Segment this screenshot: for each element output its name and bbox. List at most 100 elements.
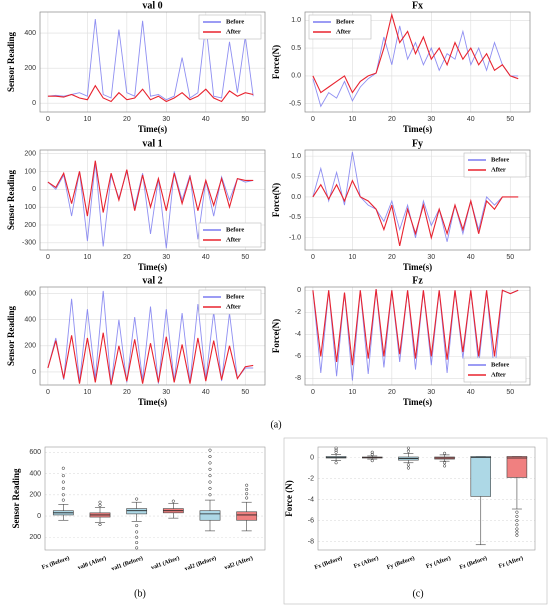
legend-label: After [226,28,241,35]
y-tick-label: -6 [295,353,301,360]
x-tick-label: 30 [162,389,170,396]
legend-label: Before [336,18,354,25]
x-tick-label: Fy (After) [425,555,452,570]
x-axis-label: Time(s) [403,124,432,134]
x-tick-label: 20 [388,254,396,261]
y-tick-label: 0 [37,513,41,520]
box [470,456,491,497]
x-tick-label: 10 [348,389,356,396]
outlier [245,487,249,492]
y-tick-label: 200 [24,150,36,157]
outlier [208,480,212,484]
outlier [61,474,65,478]
x-tick-label: 0 [311,254,315,261]
legend-box [308,14,372,40]
y-tick-label: 200 [24,343,36,350]
x-tick-label: 20 [123,389,131,396]
y-tick-label: 200 [29,492,41,499]
y-tick-label: 0.5 [291,45,301,52]
outlier [171,499,175,503]
y-tick-label: 0 [32,100,36,107]
outlier [515,510,519,514]
data-line [47,290,254,386]
legend-box [198,222,262,248]
data-line [47,162,254,249]
outlier [370,459,374,463]
outlier [135,530,139,534]
y-axis-label: Force(N) [271,183,281,217]
box [506,456,528,478]
chart-title: Fy [412,138,423,149]
legend-label: Before [491,156,509,163]
outlier [334,450,338,454]
outlier [61,498,65,502]
y-tick-label: 100 [24,204,36,211]
y-tick-label: -2 [308,475,314,482]
data-line [312,289,519,366]
outlier [515,523,519,527]
x-tick-label: 10 [83,254,91,261]
data-line [47,84,254,103]
outlier [406,449,410,453]
outlier [98,503,102,507]
x-axis-label: Time(s) [138,262,167,272]
legend-box [463,357,527,383]
x-tick-label: 30 [162,116,170,123]
y-tick-label: -0.5 [289,101,301,108]
chart-title: val 0 [142,0,162,11]
x-tick-label: 40 [467,389,475,396]
y-tick-label: 400 [24,317,36,324]
x-tick-label: val2 (After) [223,555,253,572]
x-tick-label: Fx (After) [353,555,380,570]
outlier [406,466,410,470]
outlier [334,448,338,452]
x-tick-label: val1 (Before) [110,555,143,573]
x-tick-label: val1 (After) [150,555,180,572]
x-tick-label: 40 [202,389,210,396]
y-axis-label: Force (N) [284,480,294,517]
outlier [61,480,65,484]
legend-label: After [226,236,241,243]
x-axis-label: Time(s) [138,124,167,134]
y-axis-label: Sensor Reading [6,169,16,230]
outlier [61,493,65,497]
outlier [135,546,139,550]
y-tick-label: 400 [24,30,36,37]
outlier [370,452,374,456]
x-tick-label: 10 [348,254,356,261]
y-tick-label: 100 [24,168,36,175]
data-line [47,160,254,217]
x-tick-label: 20 [123,254,131,261]
x-tick-label: Fy (Before) [386,555,416,572]
data-line [47,18,254,101]
x-tick-label: val2 (Before) [184,555,217,573]
data-line [312,25,519,108]
y-axis-label: Force(N) [271,45,281,79]
outlier [515,527,519,531]
outlier [443,464,447,468]
y-tick-label: 200 [29,534,41,541]
x-tick-label: 50 [506,254,514,261]
legend-label: After [226,303,241,310]
box [126,508,148,515]
plot-frame [44,446,266,551]
legend-label: After [491,371,506,378]
legend-label: Before [226,18,244,25]
y-tick-label: -4 [308,496,314,503]
plot-frame [304,149,531,251]
chart-title: Fx [412,0,423,11]
y-tick-label: 0 [32,186,36,193]
outlier [515,519,519,523]
plot-frame [39,149,266,251]
chart-title: Fz [412,275,423,286]
outlier [245,483,249,487]
x-tick-label: 0 [311,389,315,396]
outlier [208,455,212,459]
y-tick-label: -1.0 [289,235,301,242]
y-tick-label: -8 [308,538,314,545]
legend-label: Before [226,293,244,300]
y-tick-label: 200 [24,222,36,229]
y-tick-label: 0 [310,454,314,461]
y-tick-label: 0 [297,287,301,294]
